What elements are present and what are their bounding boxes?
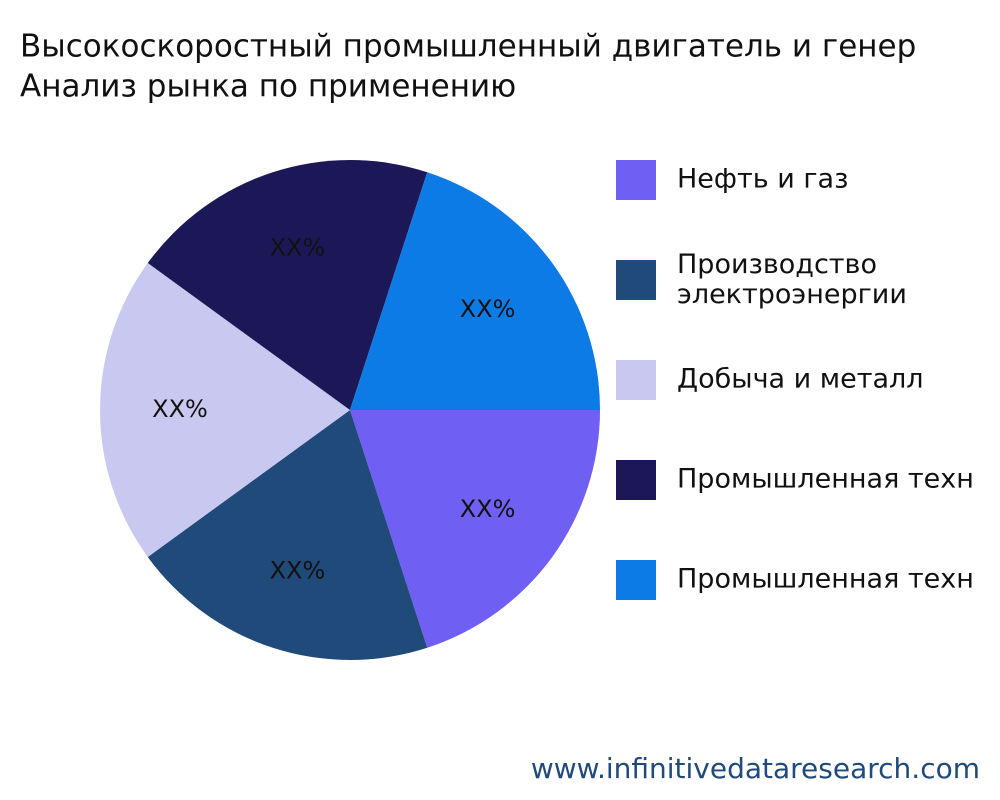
- pie-slice: [147, 410, 428, 660]
- legend-label: Промышленная техн: [677, 564, 974, 595]
- pie-slice: [147, 160, 428, 410]
- legend-swatch: [616, 360, 656, 400]
- source: www.infinitivedataresearch.com: [531, 752, 980, 785]
- pie-slice: [100, 263, 350, 557]
- slice-label: XX%: [270, 557, 326, 585]
- slice-label: XX%: [152, 395, 208, 423]
- legend-label: Добыча и металл: [677, 364, 924, 395]
- legend-label: Нефть и газ: [677, 164, 848, 195]
- legend-swatch: [616, 160, 656, 200]
- slice-label: XX%: [270, 233, 326, 261]
- pie-slice: [350, 410, 600, 648]
- legend-label: Производство электроэнергии: [677, 249, 907, 310]
- slice-label: XX%: [460, 295, 516, 323]
- legend-swatch: [616, 460, 656, 500]
- legend-label: Промышленная техн: [677, 464, 974, 495]
- chart-subtitle: Анализ рынка по применению: [20, 69, 516, 105]
- legend-swatch: [616, 260, 656, 300]
- slice-label: XX%: [460, 495, 516, 523]
- pie-slice: [350, 172, 600, 410]
- chart-title: Высокоскоростный промышленный двигатель …: [20, 29, 916, 65]
- legend-swatch: [616, 560, 656, 600]
